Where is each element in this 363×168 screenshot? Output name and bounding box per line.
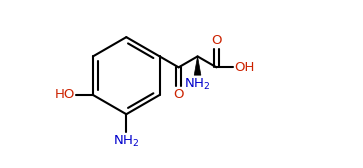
Text: O: O (211, 33, 222, 47)
Text: O: O (174, 88, 184, 101)
Text: NH$_2$: NH$_2$ (184, 77, 211, 92)
Polygon shape (194, 56, 201, 75)
Text: OH: OH (234, 61, 254, 74)
Text: NH$_2$: NH$_2$ (113, 134, 139, 149)
Text: HO: HO (55, 88, 75, 101)
